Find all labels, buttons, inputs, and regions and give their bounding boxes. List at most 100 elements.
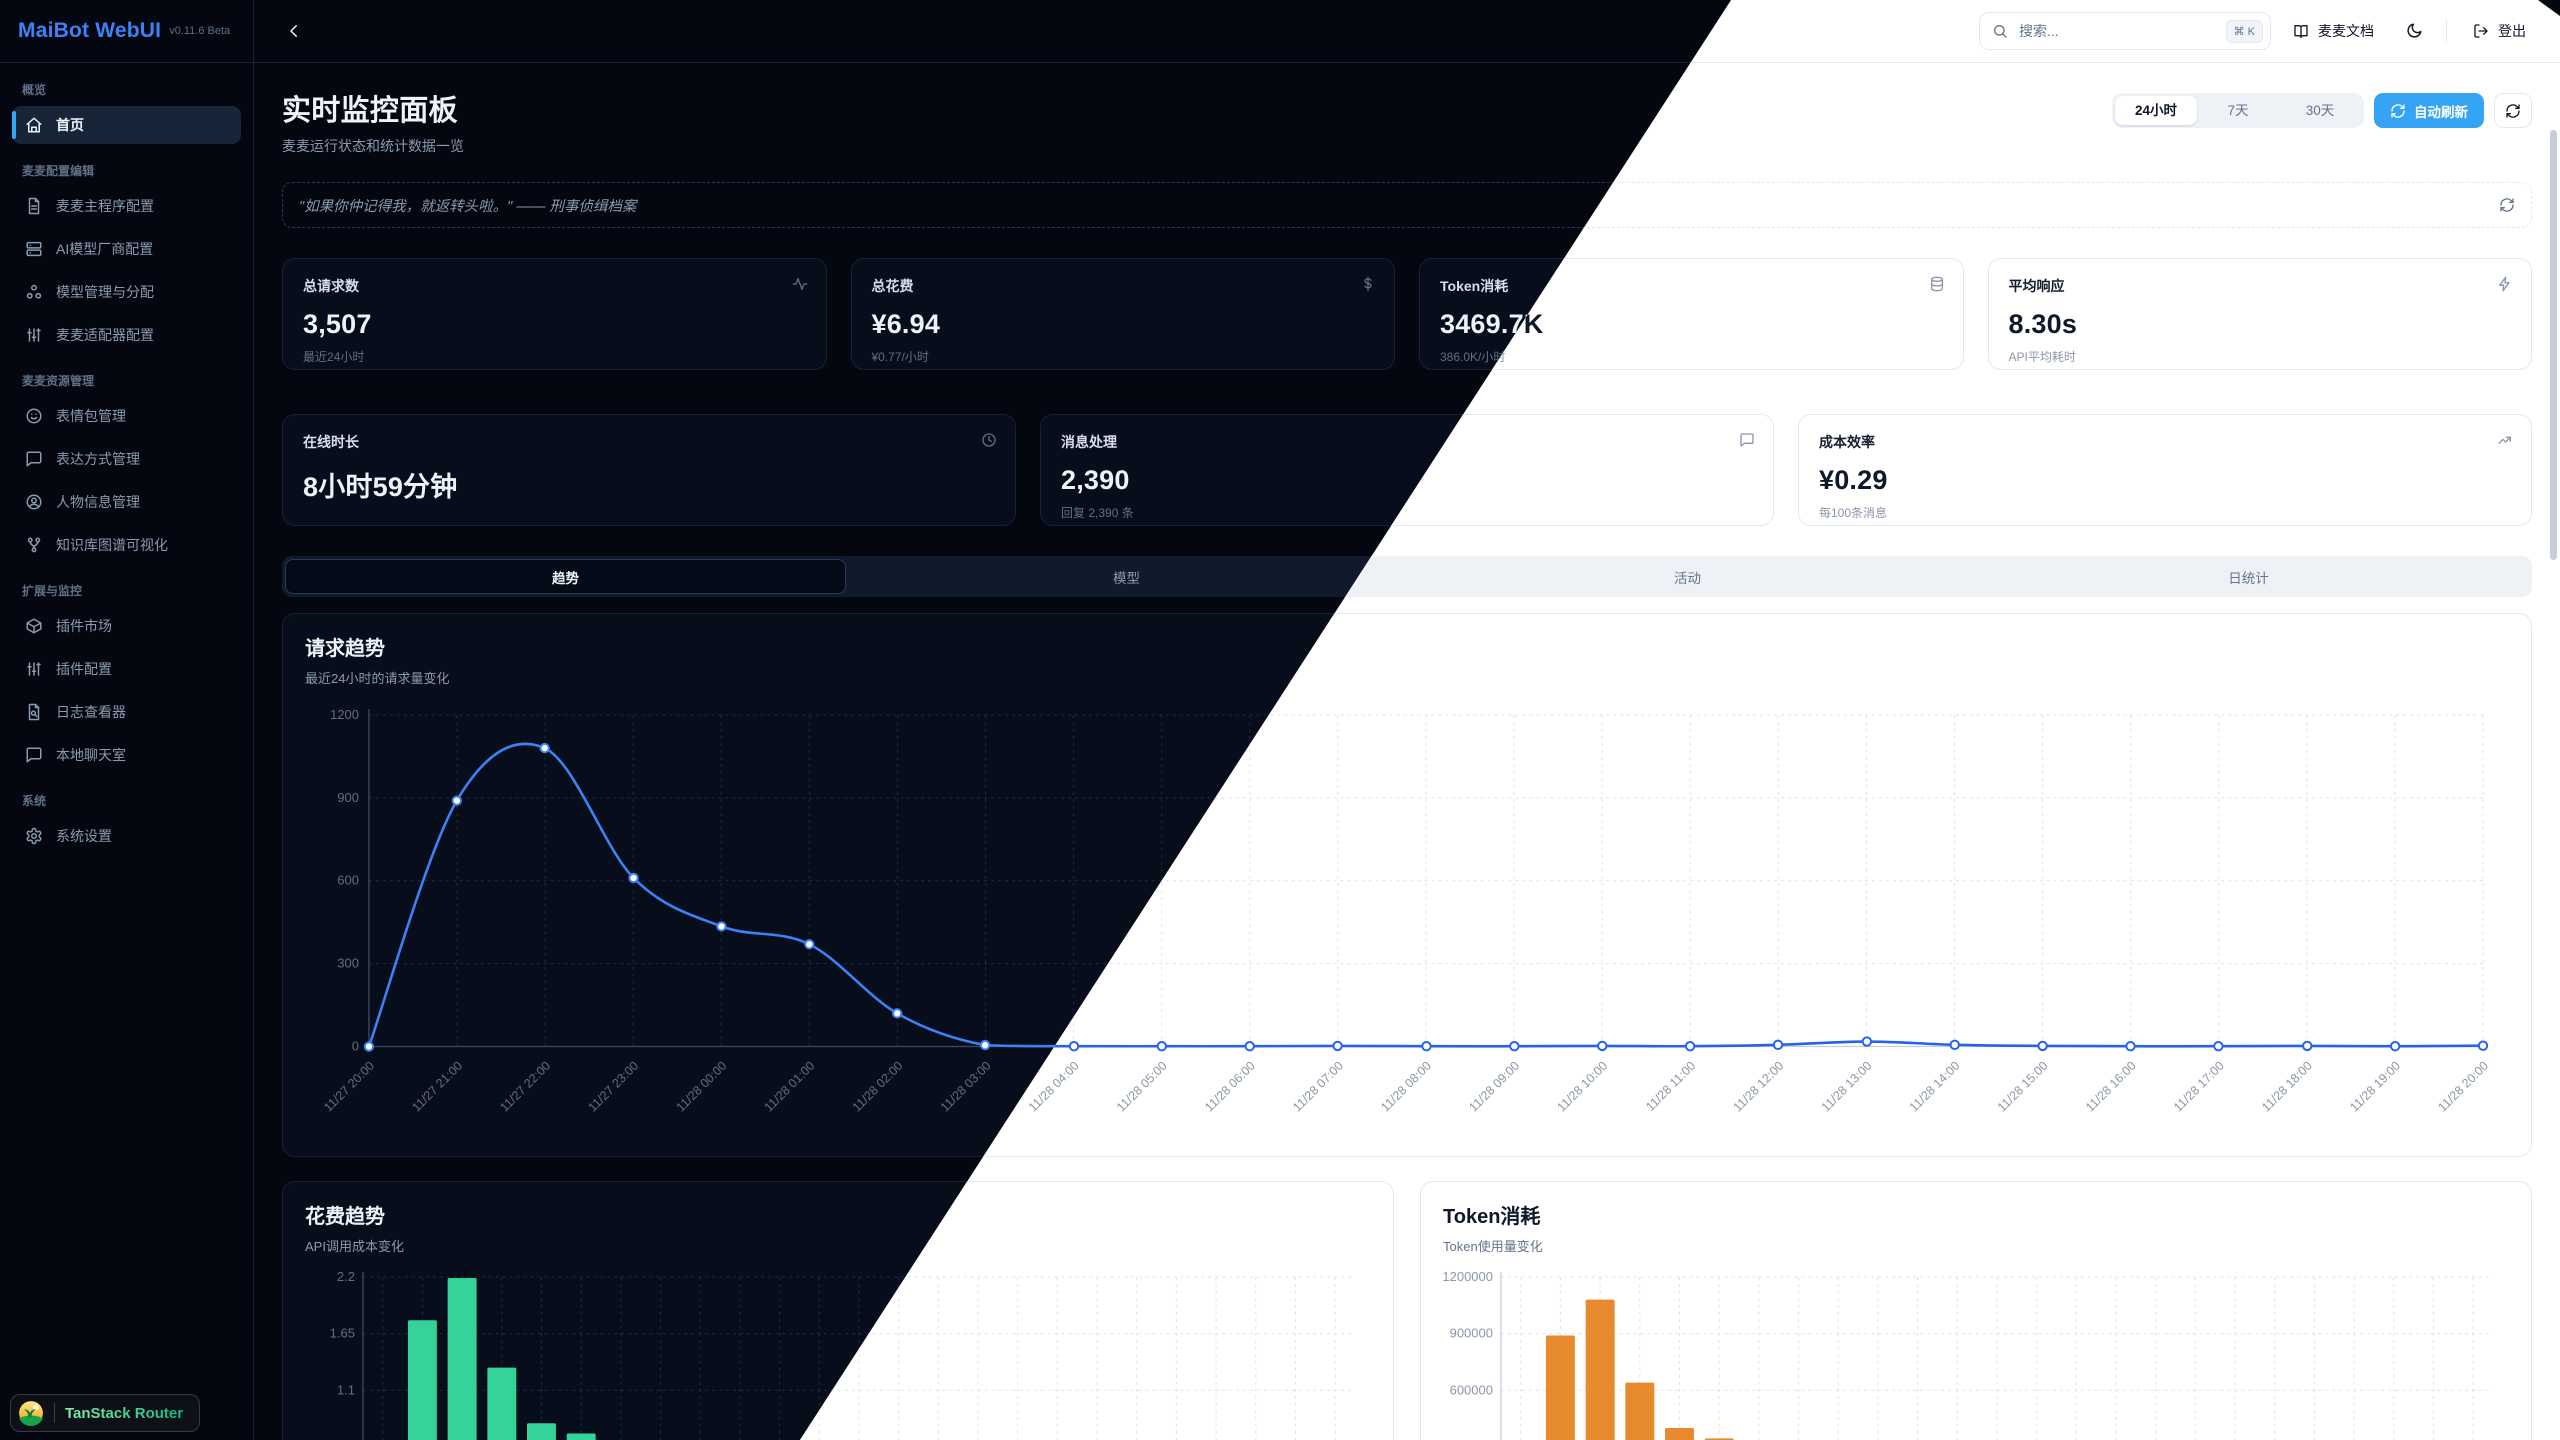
nav-section: 麦麦资源管理表情包管理表达方式管理人物信息管理知识库图谱可视化 [12, 372, 241, 564]
sidebar-item[interactable]: 麦麦适配器配置 [12, 316, 241, 354]
time-range-option[interactable]: 24小时 [2115, 96, 2197, 125]
sidebar-item-label: 表情包管理 [56, 408, 126, 424]
sliders-icon [25, 660, 43, 678]
tab-模型[interactable]: 模型 [1113, 570, 1140, 586]
quote-refresh-icon[interactable] [2499, 197, 2515, 213]
clock-icon [981, 432, 997, 448]
scrollbar[interactable] [2550, 130, 2557, 560]
docs-button[interactable]: 麦麦文档 [2281, 13, 2386, 49]
sidebar-item[interactable]: 知识库图谱可视化 [12, 526, 241, 564]
stat-label: 总请求数 [303, 278, 359, 294]
tab-趋势[interactable]: 趋势 [285, 559, 846, 594]
svg-text:11/28 17:00: 11/28 17:00 [2171, 1059, 2227, 1115]
time-range-option[interactable]: 30天 [2305, 103, 2335, 118]
nav-section-label: 概览 [22, 83, 47, 97]
search-input[interactable] [2017, 22, 2217, 40]
requests-trend-card: 请求趋势 最近24小时的请求量变化 0 300 600 900 1200 11/27 20… [282, 613, 2532, 1158]
sidebar-item[interactable]: 插件配置 [12, 650, 241, 688]
stat-label: Token消耗 [1440, 278, 1509, 294]
divider [2446, 19, 2447, 43]
token-usage-card: Token消耗 Token使用量变化 300000600000900000120… [1420, 1181, 2532, 1440]
stat-value: ¥0.29 [1819, 465, 1888, 495]
stat-card: 总请求数 3,507 最近24小时 [282, 258, 827, 370]
time-range-option[interactable]: 7天 [2227, 103, 2249, 118]
stat-card: 总花费 ¥6.94 ¥0.77/小时 [850, 258, 1395, 370]
stat-value: 3,507 [303, 309, 372, 339]
sidebar-item[interactable]: 系统设置 [12, 817, 241, 855]
package-icon [25, 617, 43, 635]
database-icon [1929, 276, 1945, 292]
requests-line-chart: 0 300 600 900 1200 11/27 20:00 11/27 21:00 11/2… [305, 697, 2509, 1138]
app-version: v0.11.6 Beta [169, 25, 231, 37]
stat-value: ¥6.94 [871, 309, 941, 339]
sidebar-item[interactable]: 表达方式管理 [12, 440, 241, 478]
stat-card: 在线时长 8小时59分钟 [282, 414, 1016, 526]
trending-up-icon [2497, 432, 2513, 448]
sidebar-item[interactable]: 首页 [12, 106, 241, 144]
sidebar-item[interactable]: AI模型厂商配置 [12, 230, 241, 268]
time-range-segmented: 24小时 7天 30天 [2112, 93, 2364, 128]
auto-refresh-button[interactable]: 自动刷新 [2374, 93, 2484, 128]
sidebar-item[interactable]: 本地聊天室 [12, 736, 241, 774]
chevron-left-icon [285, 22, 303, 40]
stat-label: 在线时长 [303, 434, 359, 450]
message-icon [1739, 432, 1755, 448]
stat-label: 消息处理 [1061, 434, 1117, 450]
devtools-label: TanStack Router [65, 1404, 184, 1422]
svg-text:11/28 13:00: 11/28 13:00 [1819, 1059, 1875, 1115]
sidebar-item[interactable]: 模型管理与分配 [12, 273, 241, 311]
svg-text:11/28 03:00: 11/28 03:00 [938, 1059, 994, 1115]
nav-section: 系统系统设置 [12, 792, 241, 855]
svg-text:1200: 1200 [330, 707, 359, 722]
tanstack-devtools-badge[interactable]: TanStack Router [10, 1394, 201, 1432]
chart-subtitle: 最近24小时的请求量变化 [305, 671, 450, 686]
search-icon [1992, 23, 2008, 39]
sidebar-item[interactable]: 日志查看器 [12, 693, 241, 731]
file-text-icon [25, 197, 43, 215]
chart-title: Token消耗 [1443, 1206, 1541, 1229]
logout-icon [2473, 23, 2489, 39]
tab-活动[interactable]: 活动 [1674, 570, 1701, 586]
sidebar-item[interactable]: 人物信息管理 [12, 483, 241, 521]
svg-text:11/28 07:00: 11/28 07:00 [1290, 1059, 1346, 1115]
moon-icon [2405, 22, 2423, 40]
sidebar-collapse-button[interactable] [276, 14, 312, 48]
sidebar-item[interactable]: 表情包管理 [12, 397, 241, 435]
sidebar-item-label: 插件配置 [56, 661, 112, 677]
settings-icon [25, 827, 43, 845]
manual-refresh-button[interactable] [2494, 93, 2532, 128]
token-bar-chart: 3000006000009000001200000 [1443, 1265, 2509, 1440]
nav-section: 扩展与监控插件市场插件配置日志查看器本地聊天室 [12, 582, 241, 774]
sidebar-item[interactable]: 插件市场 [12, 607, 241, 645]
stat-sub: 回复 2,390 条 [1061, 506, 1134, 520]
svg-text:0: 0 [352, 1039, 359, 1054]
stat-label: 成本效率 [1819, 434, 1875, 450]
search-box[interactable]: ⌘ K [1979, 12, 2271, 50]
stat-sub: 最近24小时 [303, 350, 365, 364]
smile-icon [25, 407, 43, 425]
nav-section-label: 系统 [22, 794, 47, 808]
zap-icon [2497, 276, 2513, 292]
sidebar-item-label: 插件市场 [56, 618, 112, 634]
sidebar-item[interactable]: 麦麦主程序配置 [12, 187, 241, 225]
brand: MaiBot WebUI v0.11.6 Beta [0, 0, 253, 63]
logout-button[interactable]: 登出 [2461, 13, 2538, 49]
svg-text:11/28 06:00: 11/28 06:00 [1202, 1059, 1258, 1115]
quote-banner: "如果你仲记得我，就返转头啦。" —— 刑事侦缉档案 [282, 182, 2532, 228]
theme-toggle-button[interactable] [2396, 14, 2432, 48]
main-area: ⌘ K 麦麦文档 登出 实时监控面板 麦麦运行状态和统计数据一览 [254, 0, 2560, 1440]
quote-text: "如果你仲记得我，就返转头啦。" —— 刑事侦缉档案 [299, 198, 637, 215]
stat-label: 平均响应 [2008, 278, 2065, 294]
tab-日统计[interactable]: 日统计 [2228, 570, 2269, 586]
nav-section-label: 麦麦配置编辑 [22, 164, 95, 178]
stat-card: 成本效率 ¥0.29 每100条消息 [1798, 414, 2532, 526]
svg-text:900000: 900000 [1450, 1326, 1493, 1341]
app-title: MaiBot WebUI [18, 19, 162, 42]
sidebar-item-label: 人物信息管理 [56, 494, 140, 510]
sidebar-item-label: 模型管理与分配 [56, 284, 154, 300]
nodes-icon [25, 283, 43, 301]
page-title: 实时监控面板 [282, 95, 458, 127]
svg-text:11/27 21:00: 11/27 21:00 [409, 1059, 465, 1115]
svg-text:11/27 23:00: 11/27 23:00 [585, 1059, 641, 1115]
cost-trend-card: 花费趋势 API调用成本变化 0.551.11.652.2 [282, 1181, 1394, 1440]
